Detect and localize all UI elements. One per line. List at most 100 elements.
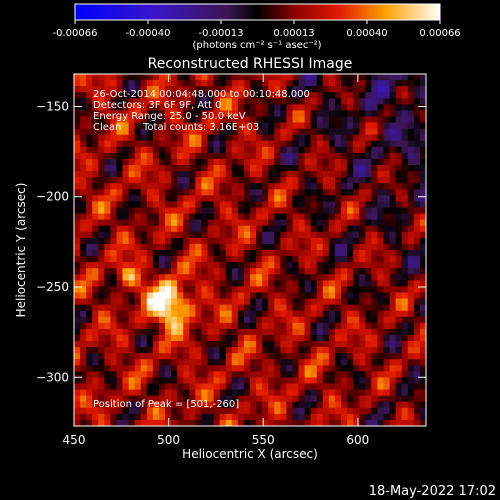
heatmap-cell: [86, 219, 93, 227]
heatmap-cell: [243, 98, 251, 105]
heatmap-cell: [231, 353, 239, 360]
heatmap-cell: [256, 334, 263, 342]
heatmap-cell: [189, 353, 196, 360]
heatmap-cell: [231, 189, 239, 196]
heatmap-cell: [237, 134, 245, 142]
heatmap-cell: [401, 195, 409, 202]
heatmap-cell: [152, 171, 160, 178]
heatmap-cell: [146, 316, 154, 324]
heatmap-cell: [110, 183, 117, 190]
heatmap-cell: [371, 280, 378, 287]
heatmap-cell: [201, 134, 208, 142]
heatmap-cell: [243, 268, 251, 275]
heatmap-cell: [365, 256, 372, 263]
heatmap-cell: [213, 152, 221, 160]
heatmap-cell: [413, 334, 421, 342]
heatmap-cell: [383, 310, 390, 318]
heatmap-cell: [122, 316, 130, 324]
heatmap-cell: [274, 128, 281, 136]
heatmap-cell: [110, 207, 117, 214]
heatmap-cell: [407, 419, 415, 426]
heatmap-cell: [116, 334, 123, 342]
heatmap-cell: [407, 250, 415, 257]
heatmap-cell: [104, 177, 111, 184]
heatmap-cell: [359, 250, 366, 257]
heatmap-cell: [213, 171, 221, 178]
heatmap-cell: [353, 177, 360, 184]
heatmap-cell: [104, 292, 111, 299]
heatmap-cell: [134, 268, 142, 275]
heatmap-cell: [256, 128, 263, 136]
heatmap-cell: [407, 243, 415, 251]
heatmap-cell: [128, 158, 136, 166]
heatmap-cell: [298, 359, 306, 366]
heatmap-cell: [104, 219, 111, 227]
heatmap-cell: [419, 134, 426, 142]
heatmap-cell: [310, 292, 318, 299]
heatmap-cell: [262, 207, 269, 214]
heatmap-cell: [365, 334, 372, 342]
heatmap-cell: [213, 334, 221, 342]
heatmap-cell: [207, 80, 214, 87]
heatmap-cell: [322, 104, 330, 111]
heatmap-cell: [92, 298, 99, 306]
heatmap-cell: [341, 231, 348, 239]
heatmap-cell: [401, 207, 409, 214]
heatmap-cell: [243, 92, 251, 99]
heatmap-cell: [165, 98, 172, 105]
heatmap-cell: [413, 280, 421, 287]
heatmap-cell: [262, 140, 269, 148]
heatmap-cell: [407, 92, 415, 99]
heatmap-cell: [365, 413, 372, 421]
heatmap-cell: [359, 122, 366, 130]
heatmap-cell: [377, 92, 384, 99]
heatmap-cell: [328, 377, 336, 384]
heatmap-cell: [146, 219, 154, 227]
heatmap-cell: [304, 286, 312, 293]
heatmap-cell: [419, 341, 426, 348]
heatmap-cell: [74, 177, 81, 184]
heatmap-cell: [128, 298, 136, 306]
heatmap-cell: [146, 243, 154, 251]
heatmap-cell: [262, 407, 269, 415]
heatmap-cell: [189, 280, 196, 287]
heatmap-cell: [225, 158, 233, 166]
heatmap-cell: [268, 225, 275, 233]
colorbar-tick-label: 0.00013: [273, 28, 314, 39]
heatmap-cell: [347, 201, 354, 208]
heatmap-cell: [207, 177, 214, 184]
heatmap-cell: [316, 274, 324, 281]
heatmap-cell: [195, 213, 202, 221]
heatmap-cell: [395, 243, 403, 251]
heatmap-cell: [268, 134, 275, 142]
heatmap-cell: [104, 225, 111, 233]
heatmap-cell: [134, 274, 142, 281]
heatmap-cell: [341, 395, 348, 403]
heatmap-cell: [262, 171, 269, 178]
heatmap-cell: [225, 334, 233, 342]
heatmap-cell: [280, 201, 287, 208]
heatmap-cell: [280, 377, 287, 384]
heatmap-cell: [74, 298, 81, 306]
heatmap-cell: [219, 86, 227, 93]
heatmap-cell: [256, 328, 263, 336]
heatmap-cell: [183, 298, 190, 306]
heatmap-cell: [365, 280, 372, 287]
heatmap-cell: [183, 104, 190, 111]
heatmap-cell: [286, 104, 293, 111]
heatmap-cell: [371, 237, 378, 245]
heatmap-cell: [152, 158, 160, 166]
heatmap-cell: [116, 353, 123, 360]
heatmap-cell: [243, 165, 251, 172]
heatmap-cell: [225, 74, 233, 81]
heatmap-cell: [195, 383, 202, 390]
heatmap-cell: [250, 243, 257, 251]
heatmap-cell: [413, 328, 421, 336]
heatmap-cell: [359, 171, 366, 178]
heatmap-cell: [110, 158, 117, 166]
heatmap-cell: [389, 231, 397, 239]
heatmap-cell: [92, 207, 99, 214]
heatmap-cell: [140, 152, 148, 160]
heatmap-cell: [359, 262, 366, 269]
heatmap-cell: [177, 158, 184, 166]
